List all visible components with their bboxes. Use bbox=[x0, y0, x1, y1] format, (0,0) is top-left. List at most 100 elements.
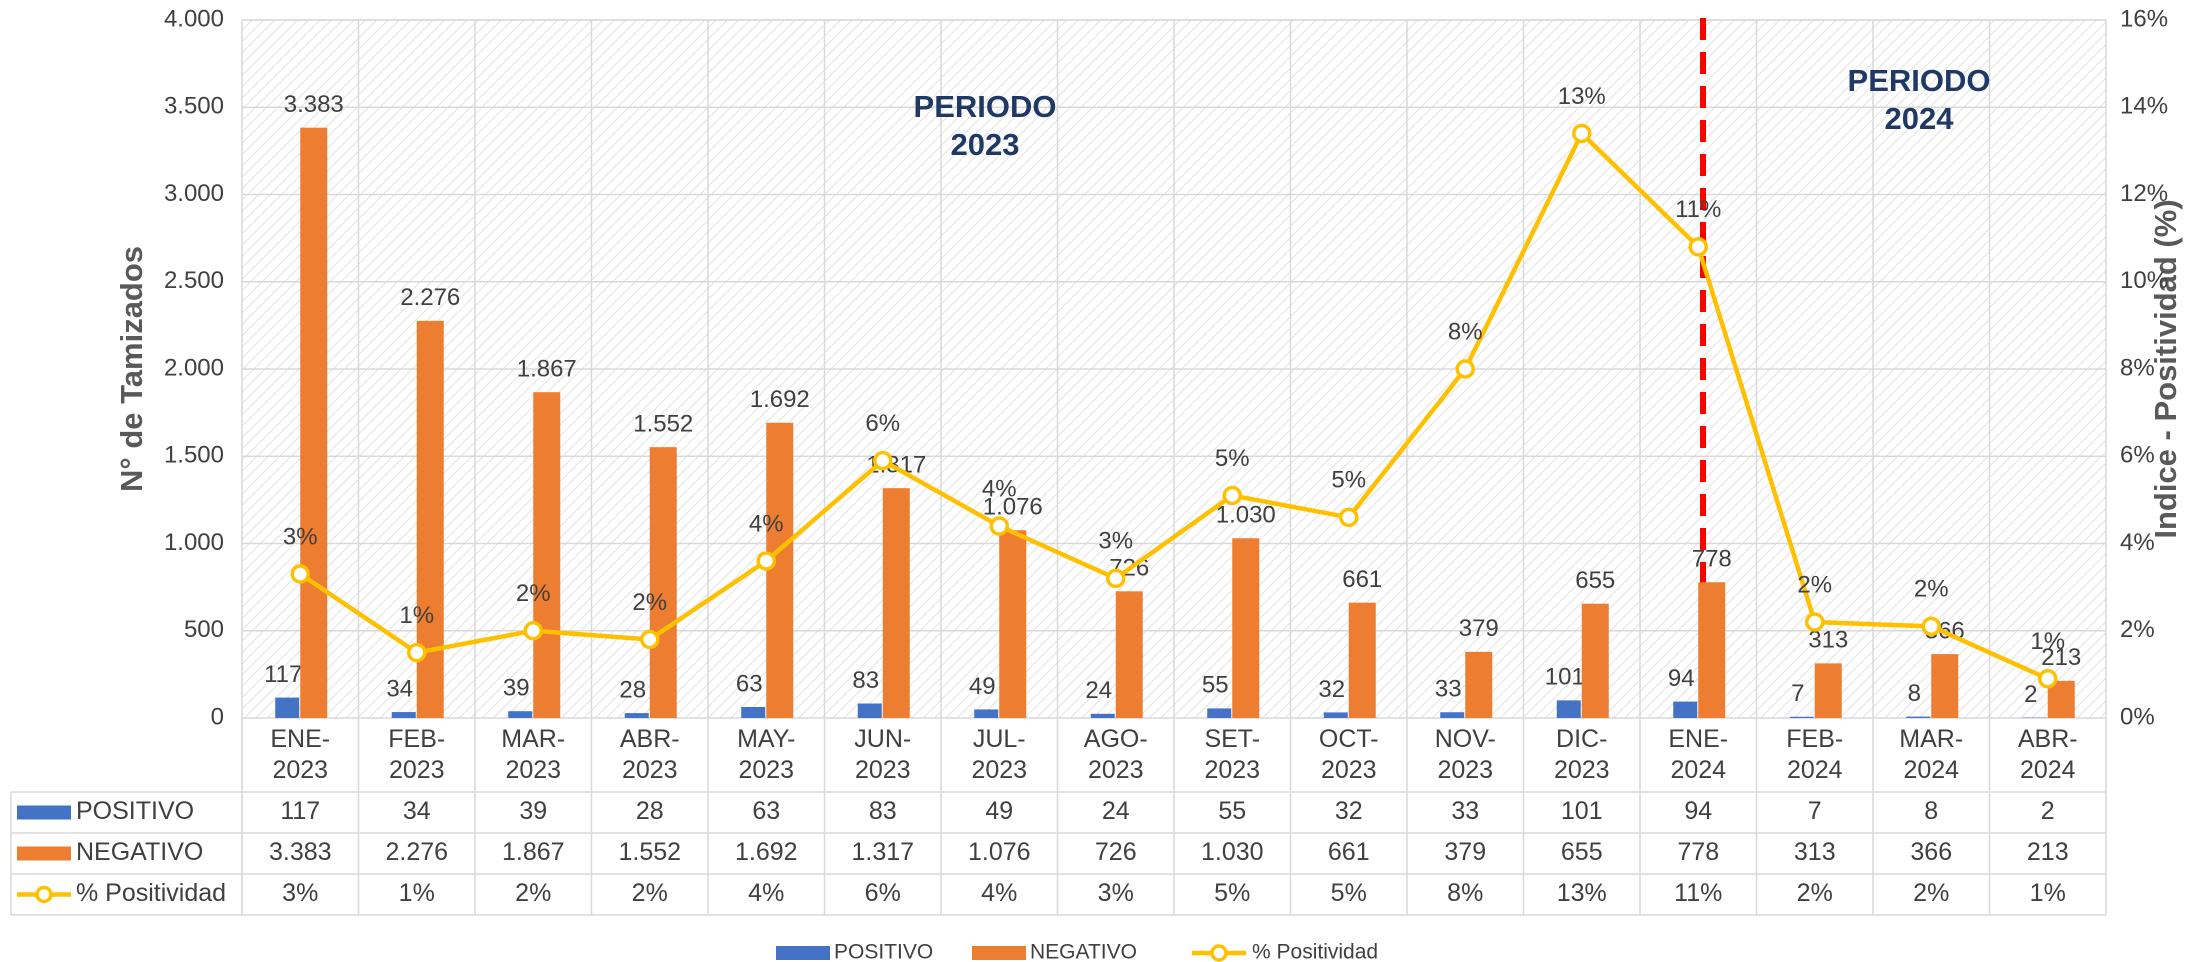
data-label: 63 bbox=[736, 670, 763, 697]
y-tick-label: 2.000 bbox=[164, 354, 224, 381]
data-label: 13% bbox=[1558, 83, 1606, 110]
period-label: PERIODO 2024 bbox=[1847, 63, 1991, 136]
table-cell: 49 bbox=[985, 797, 1013, 825]
y2-tick-label: 16% bbox=[2120, 5, 2168, 32]
table-cell: 11% bbox=[1674, 879, 1722, 907]
line bbox=[298, 129, 2049, 681]
bar bbox=[1814, 663, 1842, 718]
y-tick-label: 3.500 bbox=[164, 93, 224, 120]
data-label: 2 bbox=[2024, 681, 2037, 708]
y-tick-label: 3.000 bbox=[164, 180, 224, 207]
legend-swatch bbox=[17, 846, 71, 861]
bar bbox=[882, 488, 910, 718]
bar bbox=[533, 392, 561, 718]
table-cell: 4% bbox=[981, 879, 1017, 907]
point bbox=[989, 516, 1009, 536]
data-label: 661 bbox=[1342, 566, 1382, 593]
legend-label: NEGATIVO bbox=[1030, 941, 1137, 962]
data-label: 2.276 bbox=[400, 284, 460, 311]
table-row-header: POSITIVO bbox=[76, 797, 194, 825]
data-label: 4% bbox=[982, 475, 1017, 502]
x-tick-label: NOV-2023 bbox=[1434, 725, 1496, 784]
y2-tick-label: 8% bbox=[2120, 354, 2155, 381]
bar bbox=[1789, 716, 1814, 718]
y-axis-title: N° de Tamizados bbox=[114, 246, 149, 492]
data-label: 655 bbox=[1575, 567, 1615, 594]
table-cell: 2% bbox=[1913, 879, 1949, 907]
x-tick-label: ENE-2023 bbox=[270, 725, 331, 784]
data-label: 3.383 bbox=[284, 91, 344, 118]
bar bbox=[624, 713, 649, 718]
table-cell: 1.552 bbox=[618, 838, 681, 866]
table-cell: 2% bbox=[515, 879, 551, 907]
y-tick-label: 2.500 bbox=[164, 267, 224, 294]
point bbox=[756, 551, 776, 571]
table-cell: 366 bbox=[1910, 838, 1952, 866]
x-tick-label: ABR-2024 bbox=[2017, 725, 2078, 784]
table-cell: 313 bbox=[1794, 838, 1836, 866]
table-cell: 33 bbox=[1451, 797, 1479, 825]
table-cell: 101 bbox=[1561, 797, 1603, 825]
data-label: 3% bbox=[283, 523, 318, 550]
data-label: 5% bbox=[1331, 467, 1366, 494]
table-cell: 726 bbox=[1095, 838, 1137, 866]
y2-tick-label: 4% bbox=[2120, 529, 2155, 556]
y2-axis-title: Indice - Positividad (%) bbox=[2148, 199, 2183, 538]
table-cell: 39 bbox=[519, 797, 547, 825]
y-tick-label: 1.000 bbox=[164, 529, 224, 556]
y2-tick-label: 2% bbox=[2120, 616, 2155, 643]
x-tick-label: ABR-2023 bbox=[619, 725, 680, 784]
table-cell: 778 bbox=[1677, 838, 1719, 866]
table-cell: 213 bbox=[2027, 838, 2069, 866]
bar bbox=[1323, 712, 1348, 718]
bar bbox=[1207, 708, 1232, 718]
point bbox=[1339, 507, 1359, 528]
x-tick-label: FEB-2023 bbox=[388, 725, 446, 784]
data-label: 1% bbox=[399, 602, 434, 629]
table-cell: 1% bbox=[399, 879, 435, 907]
data-label: 3% bbox=[1098, 528, 1133, 555]
point bbox=[523, 621, 543, 641]
data-label: 2% bbox=[1797, 571, 1832, 598]
point bbox=[1106, 568, 1126, 589]
data-label: 34 bbox=[386, 675, 413, 702]
data-label: 213 bbox=[2041, 644, 2081, 671]
data-label: 101 bbox=[1545, 664, 1585, 691]
table-cell: 3.383 bbox=[269, 838, 332, 866]
data-label: 1.692 bbox=[750, 386, 810, 413]
y-tick-label: 4.000 bbox=[164, 5, 224, 32]
table-cell: 1.692 bbox=[735, 838, 798, 866]
table-cell: 5% bbox=[1331, 879, 1367, 907]
y2-tick-label: 6% bbox=[2120, 442, 2155, 469]
x-tick-label: SET-2023 bbox=[1204, 725, 1261, 784]
y2-tick-label: 14% bbox=[2120, 93, 2168, 120]
data-label: 117 bbox=[264, 661, 302, 688]
table-cell: 379 bbox=[1444, 838, 1486, 866]
bar bbox=[1348, 602, 1376, 718]
table-cell: 55 bbox=[1218, 797, 1246, 825]
data-label: 2% bbox=[632, 589, 667, 616]
point bbox=[1455, 359, 1475, 379]
table-cell: 2% bbox=[1797, 879, 1833, 907]
bar bbox=[1931, 654, 1959, 718]
x-tick-label: ENE-2024 bbox=[1668, 725, 1729, 784]
bar bbox=[1232, 538, 1260, 718]
bar bbox=[741, 707, 766, 718]
x-tick-label: AGO-2023 bbox=[1083, 725, 1148, 784]
table-cell: 3% bbox=[282, 879, 318, 907]
y-tick-label: 1.500 bbox=[164, 442, 224, 469]
table-cell: 1.030 bbox=[1201, 838, 1264, 866]
x-tick-label: OCT-2023 bbox=[1318, 725, 1379, 784]
table-cell: 655 bbox=[1561, 838, 1603, 866]
data-label: 2% bbox=[516, 580, 551, 607]
table-cell: 7 bbox=[1808, 797, 1822, 825]
data-label: 32 bbox=[1318, 676, 1345, 703]
bar bbox=[1906, 716, 1931, 718]
table-cell: 1.076 bbox=[968, 838, 1031, 866]
y2-tick-label: 12% bbox=[2120, 180, 2168, 207]
y2-tick-label: 0% bbox=[2120, 703, 2155, 730]
table-cell: 8 bbox=[1924, 797, 1938, 825]
data-label: 83 bbox=[852, 667, 879, 694]
bar bbox=[974, 709, 999, 718]
